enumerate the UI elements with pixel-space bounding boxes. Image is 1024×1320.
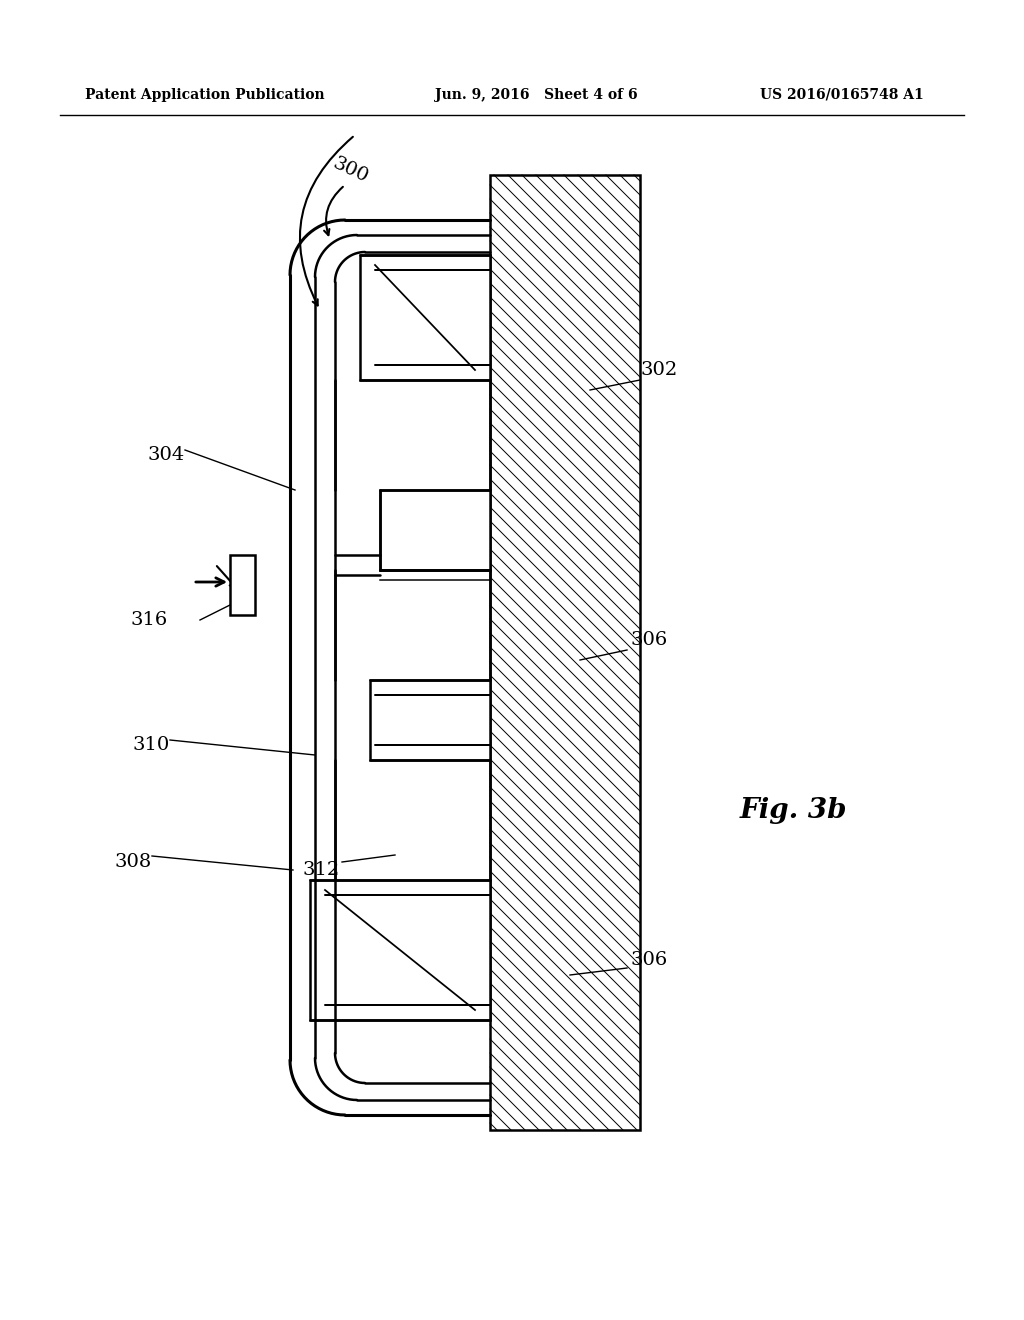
Text: 312: 312 [303, 861, 340, 879]
Bar [310, 880, 490, 1020]
Bar [370, 680, 490, 760]
Bar [360, 255, 490, 380]
Bar [230, 554, 255, 615]
Text: 306: 306 [630, 631, 668, 649]
Text: Fig. 3b: Fig. 3b [740, 796, 848, 824]
Bar [490, 176, 640, 1130]
Text: 316: 316 [131, 611, 168, 630]
Bar [380, 490, 490, 570]
Text: 308: 308 [115, 853, 152, 871]
Text: US 2016/0165748 A1: US 2016/0165748 A1 [760, 88, 924, 102]
Text: 310: 310 [133, 737, 170, 754]
Text: 300: 300 [330, 154, 371, 186]
Text: 304: 304 [147, 446, 185, 465]
Text: 306: 306 [630, 950, 668, 969]
Text: Jun. 9, 2016   Sheet 4 of 6: Jun. 9, 2016 Sheet 4 of 6 [435, 88, 638, 102]
Text: Patent Application Publication: Patent Application Publication [85, 88, 325, 102]
Text: 302: 302 [640, 360, 677, 379]
